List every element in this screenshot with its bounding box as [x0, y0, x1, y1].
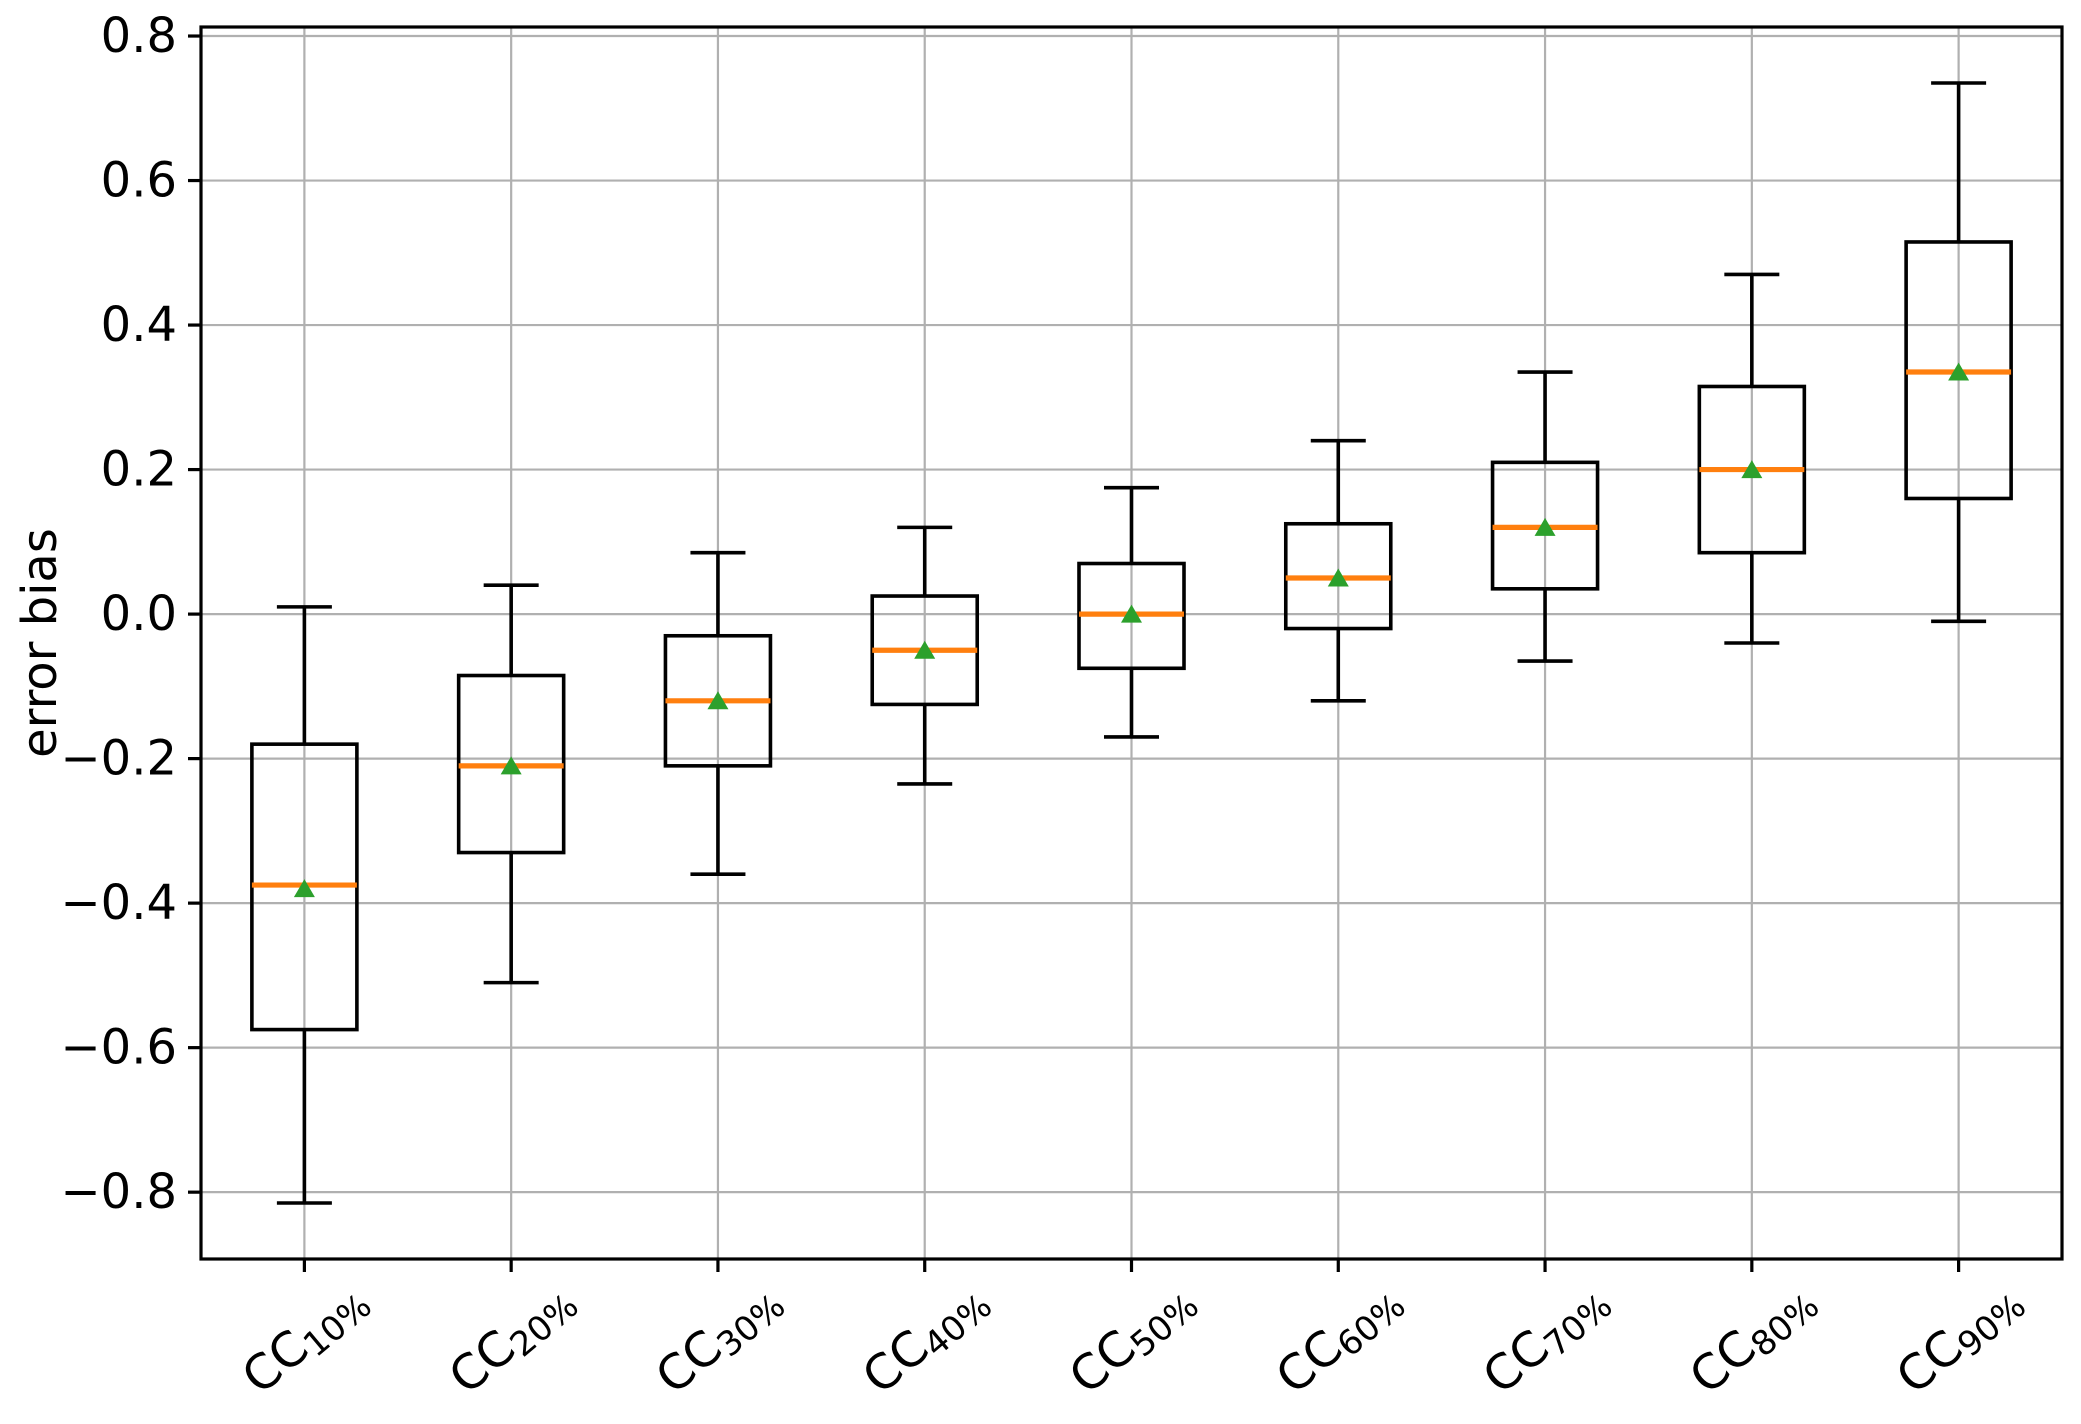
boxplot-group [456, 583, 566, 985]
boxplot-group [1490, 370, 1600, 663]
y-tick-label: 0.2 [101, 442, 177, 498]
mean-marker [1327, 568, 1349, 587]
y-tick-label: −0.8 [60, 1164, 177, 1220]
y-tick-label: −0.6 [60, 1020, 177, 1076]
boxplot-group [250, 605, 359, 1205]
y-tick-label: −0.2 [60, 731, 177, 787]
mean-marker [1534, 517, 1556, 536]
mean-marker [1948, 362, 1970, 381]
y-tick-label: 0.0 [101, 586, 177, 642]
boxplot-group [1904, 81, 2013, 624]
mean-marker [500, 756, 522, 775]
boxplot-group [1283, 438, 1393, 703]
boxplot-group [663, 550, 773, 877]
mean-marker [1121, 604, 1142, 623]
y-tick-label: 0.6 [101, 153, 177, 209]
mean-marker [1741, 460, 1763, 479]
y-axis-label: error bias [12, 528, 68, 758]
y-tick-label: 0.8 [101, 8, 177, 64]
mean-marker [707, 691, 729, 710]
y-tick-label: 0.4 [101, 297, 177, 353]
mean-marker [293, 879, 315, 898]
boxplot-group [1697, 272, 1807, 645]
y-tick-label: −0.4 [60, 875, 177, 931]
mean-marker [914, 640, 936, 659]
boxplot-group [870, 525, 980, 786]
boxplot-group [1077, 485, 1186, 739]
